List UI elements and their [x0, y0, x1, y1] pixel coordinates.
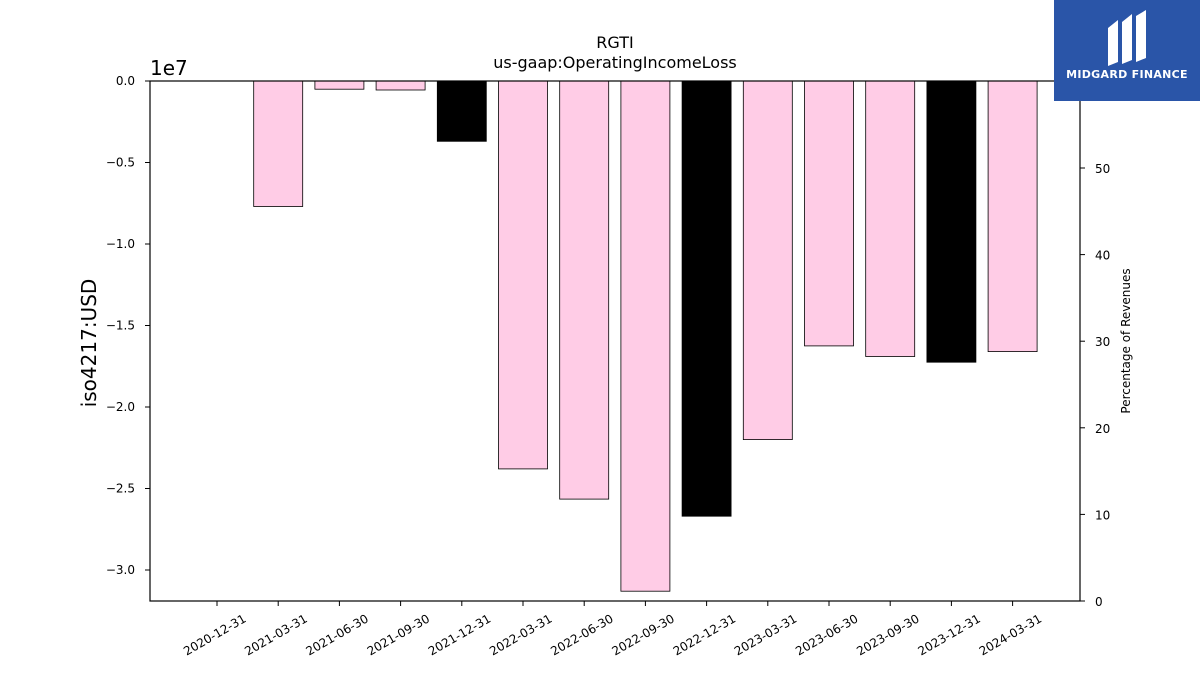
x-tick-label: 2021-09-30 [365, 611, 432, 658]
x-tick-label: 2022-12-31 [671, 611, 738, 658]
y2-axis-label: Percentage of Revenues [1119, 268, 1133, 413]
bar-2023-03-31 [742, 80, 793, 441]
chart-title: RGTI [596, 33, 633, 52]
y2-tick-label: 50 [1095, 162, 1110, 176]
bar-2021-12-31 [436, 80, 487, 142]
bar-2023-09-30 [865, 80, 916, 357]
x-tick-label: 2021-06-30 [303, 611, 370, 658]
x-tick-label: 2022-06-30 [548, 611, 615, 658]
y-axis-label: iso4217:USD [77, 279, 101, 408]
y-tick-label: −1.0 [106, 237, 135, 251]
logo-text: MIDGARD FINANCE [1066, 68, 1188, 81]
bar-2024-03-31 [987, 80, 1038, 353]
y2-tick-label: 10 [1095, 508, 1110, 522]
midgard-finance-logo: MIDGARD FINANCE [1054, 0, 1200, 101]
bar-2022-03-31 [498, 80, 548, 470]
bar-2022-12-31 [681, 80, 732, 517]
x-tick-label: 2021-03-31 [242, 611, 309, 658]
y2-tick-label: 40 [1095, 249, 1110, 263]
x-tick-label: 2020-12-31 [181, 611, 248, 658]
y-offset-label: 1e7 [150, 56, 188, 80]
logo-mark-icon [1108, 10, 1146, 66]
bars-group [253, 80, 1038, 592]
y-ticks-group: 0.0 −0.5 −1.0 −1.5 −2.0 −2.5 −3.0 [106, 74, 150, 577]
y-tick-label: −2.0 [106, 400, 135, 414]
bar-2023-06-30 [804, 80, 854, 347]
bar-2023-12-31 [926, 80, 977, 363]
x-tick-label: 2021-12-31 [426, 611, 493, 658]
y-tick-label: −2.5 [106, 482, 135, 496]
x-tick-label: 2023-09-30 [854, 611, 921, 658]
y2-tick-label: 20 [1095, 422, 1110, 436]
bar-2021-06-30 [314, 80, 365, 90]
x-tick-label: 2023-12-31 [915, 611, 982, 658]
y2-tick-label: 30 [1095, 335, 1110, 349]
bar-2021-03-31 [253, 80, 304, 207]
x-tick-label: 2023-06-30 [793, 611, 860, 658]
bar-2021-09-30 [375, 80, 426, 91]
x-tick-label: 2022-09-30 [609, 611, 676, 658]
bar-2022-09-30 [620, 80, 671, 592]
x-tick-label: 2024-03-31 [977, 611, 1044, 658]
bar-2022-06-30 [559, 80, 610, 500]
x-ticks-group: 2020-12-312021-03-312021-06-302021-09-30… [181, 601, 1044, 658]
y-tick-label: −0.5 [106, 156, 135, 170]
y2-ticks-group: 0 10 20 30 40 50 [1080, 162, 1110, 609]
y-tick-label: −1.5 [106, 319, 135, 333]
y2-tick-label: 0 [1095, 595, 1103, 609]
x-tick-label: 2023-03-31 [732, 611, 799, 658]
y-tick-label: −3.0 [106, 563, 135, 577]
chart-subtitle: us-gaap:OperatingIncomeLoss [493, 53, 737, 72]
plot-frame [149, 80, 1081, 602]
y-tick-label: 0.0 [116, 74, 135, 88]
x-tick-label: 2022-03-31 [487, 611, 554, 658]
